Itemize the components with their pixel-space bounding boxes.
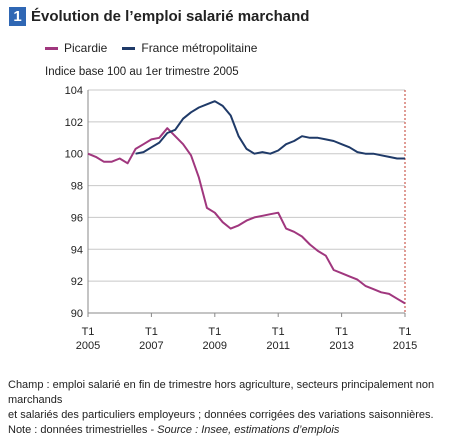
footnote-line-2: et salariés des particuliers employeurs … <box>8 409 434 421</box>
legend-label-picardie: Picardie <box>64 41 108 55</box>
chart-subtitle: Indice base 100 au 1er trimestre 2005 <box>45 66 239 78</box>
y-tick-label: 100 <box>65 149 83 161</box>
x-tick-label-quarter: T1 <box>145 326 158 338</box>
footnote-line-1: Champ : emploi salarié en fin de trimest… <box>8 379 435 406</box>
legend-swatch-france <box>122 46 136 50</box>
y-tick-label: 92 <box>71 276 83 288</box>
y-tick-label: 98 <box>71 181 83 193</box>
y-tick-label: 90 <box>71 308 83 320</box>
footnote: Champ : emploi salarié en fin de trimest… <box>8 378 460 438</box>
y-tick-label: 104 <box>65 85 83 97</box>
x-tick-label-year: 2011 <box>266 340 290 352</box>
legend-item-picardie: Picardie <box>45 41 107 55</box>
x-tick-label-quarter: T1 <box>208 326 221 338</box>
legend-label-france: France métropolitaine <box>141 41 258 55</box>
x-tick-label-year: 2013 <box>329 340 353 352</box>
x-tick-label-quarter: T1 <box>335 326 348 338</box>
figure-title: Évolution de l’emploi salarié marchand <box>31 7 310 25</box>
series-line-picardie <box>87 127 406 305</box>
footnote-source: Source : Insee, estimations d’emplois <box>157 424 340 436</box>
y-tick-label: 96 <box>71 212 83 224</box>
figure-number-badge: 1 <box>9 6 26 26</box>
line-chart: 90 92 94 96 98 100 102 104 T1 2005 T1 2007 T1 2009 T1 2… <box>65 85 418 352</box>
y-tick-label: 102 <box>65 117 83 129</box>
x-tick-label-quarter: T1 <box>272 326 285 338</box>
series-line-france-metropolitaine <box>135 100 405 160</box>
x-tick-label-year: 2007 <box>139 340 163 352</box>
x-tick-label-year: 2009 <box>203 340 227 352</box>
legend-swatch-picardie <box>45 46 58 50</box>
footnote-note: Note : données trimestrielles - <box>8 424 158 436</box>
x-tick-label-year: 2015 <box>393 340 417 352</box>
x-tick-label-quarter: T1 <box>82 326 95 338</box>
footnote-line-3: Note : données trimestrielles - Source :… <box>8 423 460 438</box>
legend-item-france: France métropolitaine <box>122 41 257 55</box>
figure-header: 1 Évolution de l’emploi salarié marchand <box>9 6 309 26</box>
y-tick-label: 94 <box>71 244 83 256</box>
x-tick-label-year: 2005 <box>76 340 100 352</box>
x-tick-label-quarter: T1 <box>399 326 412 338</box>
chart-legend: Picardie France métropolitaine <box>45 41 272 55</box>
